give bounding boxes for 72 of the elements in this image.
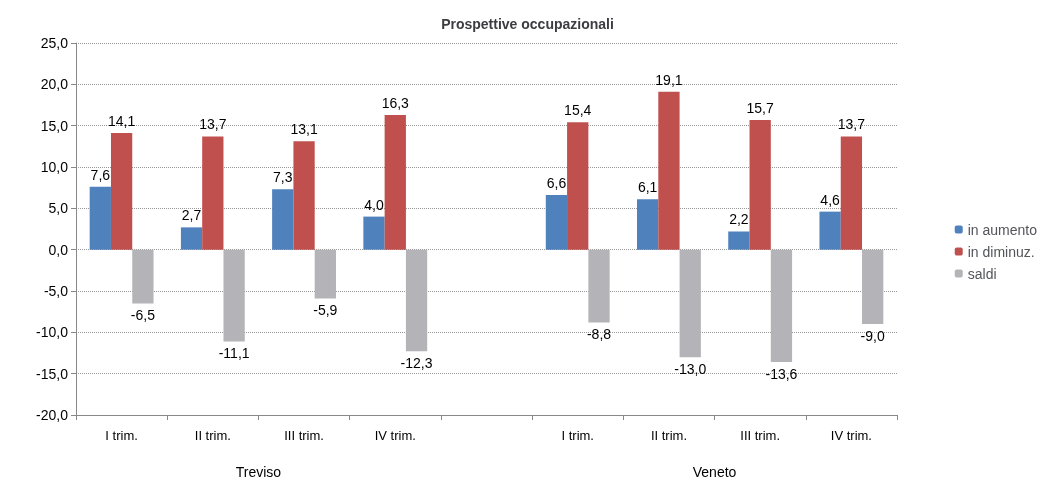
x-tick-label: II trim.	[650, 428, 687, 443]
bar	[89, 186, 111, 250]
x-tick-label: I trim.	[561, 428, 594, 443]
y-tick-label: 5,0	[48, 200, 69, 217]
data-label: 14,1	[107, 113, 136, 130]
y-tick-label: 15,0	[40, 117, 69, 134]
x-tick-label: II trim.	[194, 428, 231, 443]
data-label: -5,9	[313, 302, 338, 319]
data-label: 15,7	[746, 99, 774, 116]
y-tick-label: 25,0	[40, 35, 69, 51]
bar	[588, 249, 610, 323]
data-label: -13,0	[674, 361, 707, 378]
bar	[840, 136, 863, 250]
legend-label: in diminuz.	[967, 243, 1035, 260]
bar	[272, 189, 294, 250]
data-label: 13,7	[199, 116, 227, 133]
data-label: -13,6	[765, 366, 798, 383]
bar	[384, 114, 406, 250]
bar	[728, 231, 750, 250]
bar	[223, 249, 245, 342]
data-label: 2,2	[729, 211, 749, 228]
data-label: 4,0	[364, 196, 384, 213]
bar	[819, 211, 841, 250]
bar	[363, 216, 385, 250]
bar	[293, 141, 315, 250]
data-label: 19,1	[655, 71, 683, 88]
y-tick-label: 0,0	[48, 241, 69, 258]
data-label: 16,3	[381, 94, 410, 111]
bar	[180, 227, 203, 250]
data-label: -6,5	[130, 307, 156, 324]
y-tick-label: -20,0	[36, 407, 69, 423]
y-tick-label: 10,0	[40, 159, 69, 175]
bar	[132, 249, 154, 304]
bar	[862, 249, 884, 325]
data-label: -11,1	[218, 345, 250, 362]
bar	[314, 249, 336, 299]
data-label: 4,6	[820, 191, 841, 208]
y-tick-label: 20,0	[40, 76, 69, 93]
data-label: -9,0	[860, 328, 885, 345]
data-label: 13,1	[290, 121, 318, 138]
data-label: -8,8	[586, 326, 612, 343]
legend-label: in aumento	[967, 221, 1038, 238]
text: Treviso	[235, 464, 282, 480]
x-tick-label: IV trim.	[830, 428, 872, 443]
bar	[658, 91, 680, 250]
legend-label: saldi	[967, 265, 997, 282]
x-tick-label: III trim.	[284, 428, 324, 443]
x-tick-label: I trim.	[105, 428, 138, 443]
data-label: 7,6	[90, 166, 111, 183]
chart-title: Prospettive occupazionali	[441, 16, 614, 32]
data-label: 7,3	[273, 169, 293, 186]
bar	[749, 119, 771, 250]
bar	[567, 122, 589, 250]
bar	[545, 195, 568, 250]
data-label: 13,7	[837, 116, 866, 133]
y-tick-label: -15,0	[36, 365, 69, 382]
bar	[770, 249, 793, 363]
bar	[637, 199, 659, 250]
bar	[679, 249, 701, 358]
bar	[405, 249, 428, 352]
x-tick-label: III trim.	[740, 428, 781, 443]
text: Veneto	[692, 464, 737, 480]
data-label: 6,1	[637, 179, 658, 196]
bar	[110, 133, 133, 250]
x-tick-label: IV trim.	[374, 428, 416, 443]
y-tick-label: -5,0	[43, 283, 69, 299]
data-label: 2,7	[181, 207, 202, 224]
data-label: -12,3	[400, 355, 433, 372]
y-tick-label: -10,0	[36, 324, 69, 341]
data-label: 15,4	[564, 102, 592, 119]
bar	[202, 136, 224, 250]
data-label: 6,6	[546, 175, 567, 192]
